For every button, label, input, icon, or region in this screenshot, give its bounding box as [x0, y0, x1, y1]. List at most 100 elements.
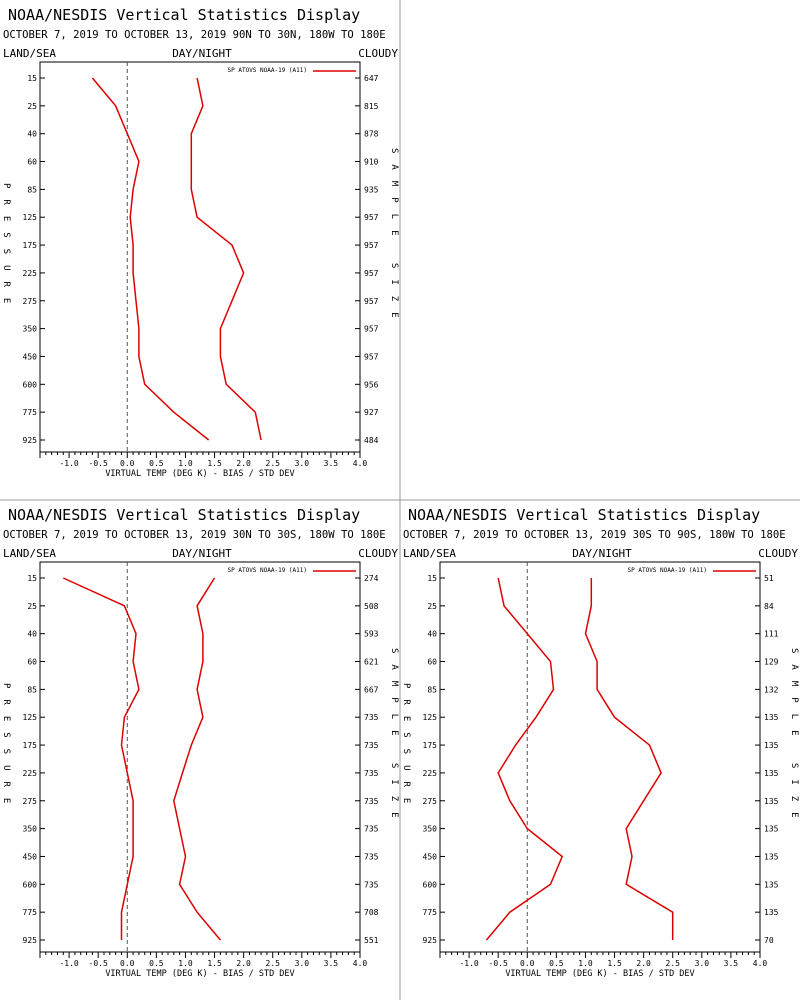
pressure-level-label: 925 — [23, 936, 38, 945]
pressure-level-label: 600 — [423, 880, 438, 889]
pressure-level-label: 40 — [27, 130, 37, 139]
pressure-level-label: 275 — [23, 797, 38, 806]
day-night-label: DAY/NIGHT — [572, 547, 632, 560]
chart-title: NOAA/NESDIS Vertical Statistics Display — [8, 506, 360, 524]
x-tick-label: -1.0 — [59, 959, 78, 968]
sample-size-label: 957 — [364, 325, 379, 334]
x-tick-label: 0.5 — [549, 959, 564, 968]
pressure-level-label: 225 — [23, 269, 38, 278]
x-tick-label: 3.5 — [724, 959, 739, 968]
pressure-level-label: 925 — [23, 436, 38, 445]
pressure-level-label: 85 — [27, 185, 37, 194]
bias-series-line — [91, 77, 210, 441]
pressure-level-label: 775 — [423, 908, 438, 917]
pressure-level-label: 60 — [27, 658, 37, 667]
land-sea-label: LAND/SEA — [3, 547, 56, 560]
sample-size-label: 735 — [364, 769, 379, 778]
sample-size-label: 735 — [364, 713, 379, 722]
sample-size-label: 647 — [364, 74, 379, 83]
y-axis-label: PRESSURE — [401, 683, 411, 814]
pressure-level-label: 40 — [427, 630, 437, 639]
x-tick-label: -0.5 — [89, 959, 108, 968]
x-tick-label: 1.0 — [178, 459, 193, 468]
bias-series-line — [485, 577, 564, 941]
pressure-level-label: 85 — [27, 685, 37, 694]
sample-size-label: 957 — [364, 269, 379, 278]
x-tick-label: 3.5 — [324, 959, 339, 968]
pressure-level-label: 775 — [23, 408, 38, 417]
sample-size-axis-label: SAMPLE SIZE — [389, 648, 399, 829]
x-tick-label: -1.0 — [59, 459, 78, 468]
x-tick-label: 1.5 — [607, 959, 622, 968]
x-tick-label: 2.5 — [266, 459, 281, 468]
y-axis-label: PRESSURE — [1, 183, 11, 314]
sample-size-label: 135 — [764, 825, 779, 834]
pressure-level-label: 275 — [423, 797, 438, 806]
cloudy-label: CLOUDY — [358, 47, 398, 60]
sample-size-label: 735 — [364, 825, 379, 834]
pressure-level-label: 125 — [23, 213, 38, 222]
pressure-level-label: 275 — [23, 297, 38, 306]
x-tick-label: 2.5 — [666, 959, 681, 968]
pressure-level-label: 600 — [23, 380, 38, 389]
pressure-level-label: 225 — [423, 769, 438, 778]
std-dev-series-line — [173, 577, 221, 941]
sample-size-label: 51 — [764, 574, 774, 583]
sample-size-label: 735 — [364, 741, 379, 750]
x-tick-label: 1.5 — [207, 959, 222, 968]
x-tick-label: 1.0 — [578, 959, 593, 968]
pressure-level-label: 450 — [423, 852, 438, 861]
x-tick-label: 3.0 — [295, 959, 310, 968]
x-tick-label: -0.5 — [489, 959, 508, 968]
pressure-level-label: 85 — [427, 685, 437, 694]
sample-size-label: 135 — [764, 908, 779, 917]
x-tick-label: 3.5 — [324, 459, 339, 468]
pressure-level-label: 60 — [427, 658, 437, 667]
pressure-level-label: 225 — [23, 769, 38, 778]
x-tick-label: 2.5 — [266, 959, 281, 968]
plot-frame — [39, 61, 361, 453]
legend-label: SP ATOVS NOAA-19 (A11) — [628, 567, 707, 574]
sample-size-label: 129 — [764, 658, 779, 667]
legend-label: SP ATOVS NOAA-19 (A11) — [228, 67, 307, 74]
day-night-label: DAY/NIGHT — [172, 547, 232, 560]
x-tick-label: 0.5 — [149, 959, 164, 968]
sample-size-label: 84 — [764, 602, 774, 611]
sample-size-label: 135 — [764, 797, 779, 806]
y-axis-label: PRESSURE — [1, 683, 11, 814]
x-axis-label: VIRTUAL TEMP (DEG K) - BIAS / STD DEV — [505, 969, 694, 979]
sample-size-label: 957 — [364, 297, 379, 306]
pressure-level-label: 15 — [27, 74, 37, 83]
land-sea-label: LAND/SEA — [403, 547, 456, 560]
pressure-level-label: 450 — [23, 352, 38, 361]
sample-size-label: 735 — [364, 852, 379, 861]
x-tick-label: 2.0 — [236, 459, 251, 468]
std-dev-series-line — [584, 578, 674, 940]
sample-size-label: 111 — [764, 630, 779, 639]
pressure-level-label: 175 — [423, 741, 438, 750]
x-tick-label: -1.0 — [459, 959, 478, 968]
pressure-level-label: 175 — [23, 241, 38, 250]
x-axis-label: VIRTUAL TEMP (DEG K) - BIAS / STD DEV — [105, 969, 294, 979]
x-tick-label: 0.0 — [120, 959, 135, 968]
sample-size-label: 135 — [764, 741, 779, 750]
sample-size-label: 667 — [364, 685, 379, 694]
sample-size-label: 956 — [364, 380, 379, 389]
sample-size-label: 910 — [364, 158, 379, 167]
pressure-level-label: 25 — [27, 102, 37, 111]
pressure-level-label: 25 — [27, 602, 37, 611]
chart-subtitle: OCTOBER 7, 2019 TO OCTOBER 13, 2019 90N … — [3, 29, 386, 41]
x-axis-label: VIRTUAL TEMP (DEG K) - BIAS / STD DEV — [105, 469, 294, 479]
sample-size-label: 735 — [364, 880, 379, 889]
pressure-level-label: 60 — [27, 158, 37, 167]
sample-size-label: 957 — [364, 241, 379, 250]
sample-size-label: 508 — [364, 602, 379, 611]
sample-size-label: 957 — [364, 352, 379, 361]
sample-size-axis-label: SAMPLE SIZE — [389, 148, 399, 329]
land-sea-label: LAND/SEA — [3, 47, 56, 60]
sample-size-label: 708 — [364, 908, 379, 917]
cloudy-label: CLOUDY — [358, 547, 398, 560]
chart-title: NOAA/NESDIS Vertical Statistics Display — [408, 506, 760, 524]
x-tick-label: 3.0 — [695, 959, 710, 968]
sample-size-label: 484 — [364, 436, 379, 445]
